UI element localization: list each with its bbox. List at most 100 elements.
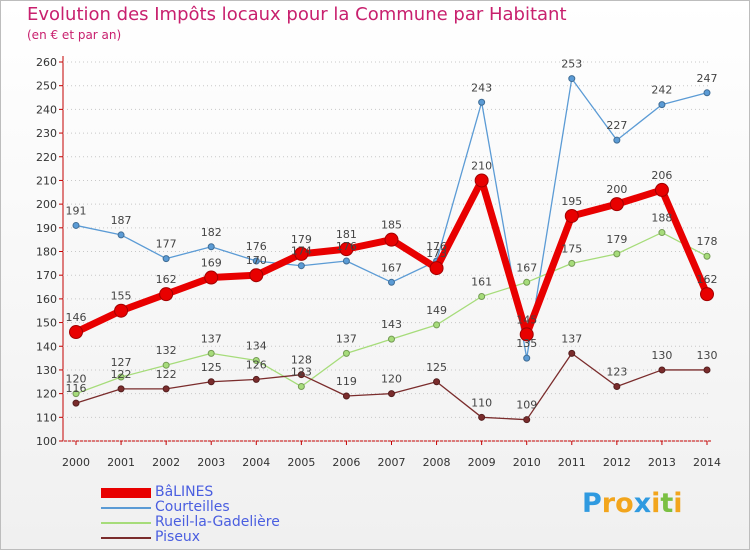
logo-letter: x bbox=[633, 488, 652, 519]
data-point-balines bbox=[429, 261, 444, 276]
data-label-rueil-la-gadeliere: 143 bbox=[381, 318, 402, 331]
data-label-balines: 195 bbox=[561, 195, 582, 208]
data-point-piseux bbox=[207, 378, 215, 386]
logo-letter: t bbox=[660, 488, 674, 519]
data-point-piseux bbox=[478, 413, 486, 421]
data-point-piseux bbox=[703, 366, 711, 374]
data-point-piseux bbox=[342, 392, 350, 400]
data-point-balines bbox=[69, 325, 83, 340]
data-point-courteilles bbox=[207, 243, 215, 251]
data-label-courteilles: 135 bbox=[516, 337, 537, 350]
data-point-courteilles bbox=[523, 354, 531, 362]
data-label-courteilles: 242 bbox=[651, 84, 672, 97]
data-point-courteilles bbox=[72, 221, 80, 229]
x-tick-label: 2003 bbox=[197, 456, 225, 469]
data-label-balines: 170 bbox=[246, 254, 267, 267]
x-tick-label: 2007 bbox=[378, 456, 406, 469]
data-label-balines: 200 bbox=[606, 183, 627, 196]
chart-subtitle: (en € et par an) bbox=[27, 28, 122, 42]
x-tick-label: 2006 bbox=[332, 456, 360, 469]
data-point-piseux bbox=[297, 371, 305, 379]
legend-swatch bbox=[101, 488, 151, 498]
data-label-piseux: 130 bbox=[697, 349, 718, 362]
y-tick-label: 150 bbox=[36, 317, 57, 330]
data-label-courteilles: 177 bbox=[156, 238, 177, 251]
legend-swatch bbox=[101, 522, 151, 524]
y-tick-label: 120 bbox=[36, 388, 57, 401]
data-label-rueil-la-gadeliere: 175 bbox=[561, 242, 582, 255]
y-tick-label: 240 bbox=[36, 103, 57, 116]
y-tick-label: 250 bbox=[36, 80, 57, 93]
data-point-rueil-la-gadeliere bbox=[658, 229, 666, 237]
logo-letter: r bbox=[601, 488, 616, 519]
y-tick-label: 220 bbox=[36, 151, 57, 164]
data-label-balines: 173 bbox=[426, 247, 447, 260]
x-tick-label: 2008 bbox=[423, 456, 451, 469]
data-point-balines bbox=[654, 182, 669, 197]
data-label-rueil-la-gadeliere: 188 bbox=[651, 212, 672, 225]
data-point-piseux bbox=[658, 366, 666, 374]
data-point-courteilles bbox=[658, 101, 666, 109]
data-label-rueil-la-gadeliere: 120 bbox=[66, 373, 87, 386]
data-label-courteilles: 176 bbox=[336, 240, 357, 253]
data-label-piseux: 109 bbox=[516, 399, 537, 412]
data-point-courteilles bbox=[117, 231, 125, 239]
y-tick-label: 140 bbox=[36, 340, 57, 353]
data-point-piseux bbox=[613, 383, 621, 391]
data-label-piseux: 125 bbox=[426, 361, 447, 374]
data-label-piseux: 125 bbox=[201, 361, 222, 374]
data-point-balines bbox=[564, 208, 579, 223]
x-tick-label: 2011 bbox=[558, 456, 586, 469]
y-tick-label: 260 bbox=[36, 56, 57, 69]
data-label-balines: 162 bbox=[697, 273, 718, 286]
data-label-rueil-la-gadeliere: 178 bbox=[697, 235, 718, 248]
legend-swatch bbox=[101, 537, 151, 539]
data-label-rueil-la-gadeliere: 167 bbox=[516, 261, 537, 274]
data-point-piseux bbox=[433, 378, 441, 386]
data-label-rueil-la-gadeliere: 179 bbox=[606, 233, 627, 246]
data-label-courteilles: 243 bbox=[471, 81, 492, 94]
data-label-courteilles: 176 bbox=[426, 240, 447, 253]
data-point-balines bbox=[519, 327, 534, 342]
data-label-balines: 210 bbox=[471, 159, 492, 172]
data-point-rueil-la-gadeliere bbox=[523, 278, 531, 286]
y-tick-label: 170 bbox=[36, 269, 57, 282]
data-label-courteilles: 182 bbox=[201, 226, 222, 239]
data-point-piseux bbox=[388, 390, 395, 398]
y-tick-label: 230 bbox=[36, 127, 57, 140]
chart-title: Evolution des Impôts locaux pour la Comm… bbox=[27, 4, 567, 25]
data-point-rueil-la-gadeliere bbox=[207, 349, 215, 357]
data-point-courteilles bbox=[342, 257, 350, 265]
data-point-balines bbox=[474, 173, 489, 188]
data-point-rueil-la-gadeliere bbox=[72, 390, 80, 398]
legend-label: BâLINES bbox=[155, 484, 214, 500]
data-point-rueil-la-gadeliere bbox=[297, 383, 305, 391]
data-label-courteilles: 253 bbox=[561, 58, 582, 71]
data-label-courteilles: 191 bbox=[66, 204, 87, 217]
logo-letter: P bbox=[582, 488, 602, 519]
data-label-rueil-la-gadeliere: 137 bbox=[201, 332, 222, 345]
data-point-piseux bbox=[523, 416, 531, 424]
x-tick-label: 2009 bbox=[468, 456, 496, 469]
data-point-balines bbox=[114, 303, 129, 318]
x-tick-label: 2004 bbox=[242, 456, 270, 469]
data-point-balines bbox=[339, 242, 354, 257]
legend-swatch bbox=[101, 507, 151, 509]
data-point-piseux bbox=[252, 375, 260, 383]
data-label-rueil-la-gadeliere: 137 bbox=[336, 332, 357, 345]
data-label-rueil-la-gadeliere: 134 bbox=[246, 339, 267, 352]
data-label-piseux: 120 bbox=[381, 373, 402, 386]
data-label-rueil-la-gadeliere: 149 bbox=[426, 304, 447, 317]
data-point-balines bbox=[384, 232, 399, 247]
data-label-courteilles: 247 bbox=[697, 72, 718, 85]
logo-letter: i bbox=[673, 488, 683, 519]
data-point-rueil-la-gadeliere bbox=[117, 373, 125, 381]
legend-label: Piseux bbox=[155, 529, 201, 545]
data-label-balines: 206 bbox=[651, 169, 672, 182]
data-label-piseux: 128 bbox=[291, 354, 312, 367]
logo-letter: o bbox=[615, 488, 634, 519]
data-point-piseux bbox=[568, 349, 576, 357]
data-point-piseux bbox=[162, 385, 170, 393]
y-tick-label: 200 bbox=[36, 198, 57, 211]
data-label-balines: 162 bbox=[156, 273, 177, 286]
